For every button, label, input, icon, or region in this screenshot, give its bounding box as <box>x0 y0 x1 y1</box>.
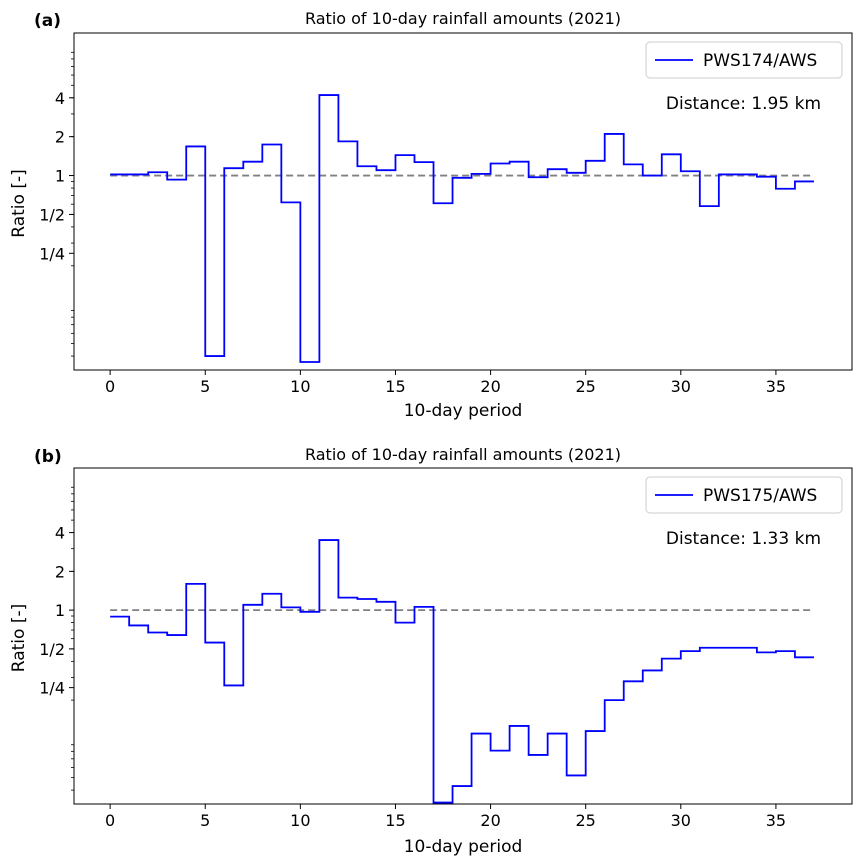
chart-panel-b: 0 5 10 15 20 25 30 35 4 2 1 1/2 1/4 Ratio of 10-day r… <box>9 445 853 857</box>
axes-frame <box>73 467 853 805</box>
panel-label: (a) <box>34 11 61 31</box>
legend-box <box>645 41 843 79</box>
x-tick-label: 25 <box>576 377 596 396</box>
x-tick-label: 5 <box>200 811 210 830</box>
distance-annotation: Distance: 1.95 km <box>666 94 821 114</box>
y-tick-label: 1 <box>55 601 65 620</box>
distance-annotation: Distance: 1.33 km <box>666 529 821 549</box>
x-tick-label: 10 <box>290 377 310 396</box>
y-tick-label: 1/4 <box>39 244 65 263</box>
y-tick-label: 2 <box>55 128 65 147</box>
y-tick-label: 4 <box>55 524 65 543</box>
axes-frame <box>73 32 853 371</box>
series-line-pws175-aws <box>110 539 814 804</box>
x-tick-label: 25 <box>576 811 596 830</box>
x-tick-label: 20 <box>480 811 500 830</box>
y-tick-label: 1/2 <box>39 205 65 224</box>
x-tick-label: 35 <box>766 377 786 396</box>
x-axis-label: 10-day period <box>404 401 523 421</box>
y-tick-label: 1/2 <box>39 640 65 659</box>
legend: PWS174/AWS <box>645 41 843 79</box>
y-axis-label: Ratio [-] <box>9 169 29 237</box>
x-tick-label: 15 <box>385 377 405 396</box>
legend-entry-label: PWS175/AWS <box>703 486 817 506</box>
x-tick-label: 35 <box>766 811 786 830</box>
y-tick-label: 4 <box>55 89 65 108</box>
x-tick-label: 10 <box>290 811 310 830</box>
legend-entry-label: PWS174/AWS <box>703 51 817 71</box>
chart-title: Ratio of 10-day rainfall amounts (2021) <box>305 445 621 464</box>
legend-box <box>645 476 843 514</box>
x-tick-label: 15 <box>385 811 405 830</box>
y-tick-label: 1/4 <box>39 679 65 698</box>
legend: PWS175/AWS <box>645 476 843 514</box>
x-axis-label: 10-day period <box>404 837 523 857</box>
x-tick-label: 0 <box>105 377 115 396</box>
y-tick-label: 1 <box>55 167 65 186</box>
x-tick-label: 5 <box>200 377 210 396</box>
y-axis-label: Ratio [-] <box>9 604 29 672</box>
x-tick-label: 30 <box>671 811 691 830</box>
x-tick-label: 0 <box>105 811 115 830</box>
panel-label: (b) <box>34 447 62 467</box>
y-tick-label: 2 <box>55 562 65 581</box>
series-line-pws174-aws <box>110 94 814 363</box>
x-tick-label: 20 <box>480 377 500 396</box>
chart-title: Ratio of 10-day rainfall amounts (2021) <box>305 9 621 28</box>
x-tick-label: 30 <box>671 377 691 396</box>
chart-panel-a: 0 5 10 15 20 25 30 35 4 2 1 1/2 1/4 Ratio of 10-day r… <box>9 9 853 421</box>
